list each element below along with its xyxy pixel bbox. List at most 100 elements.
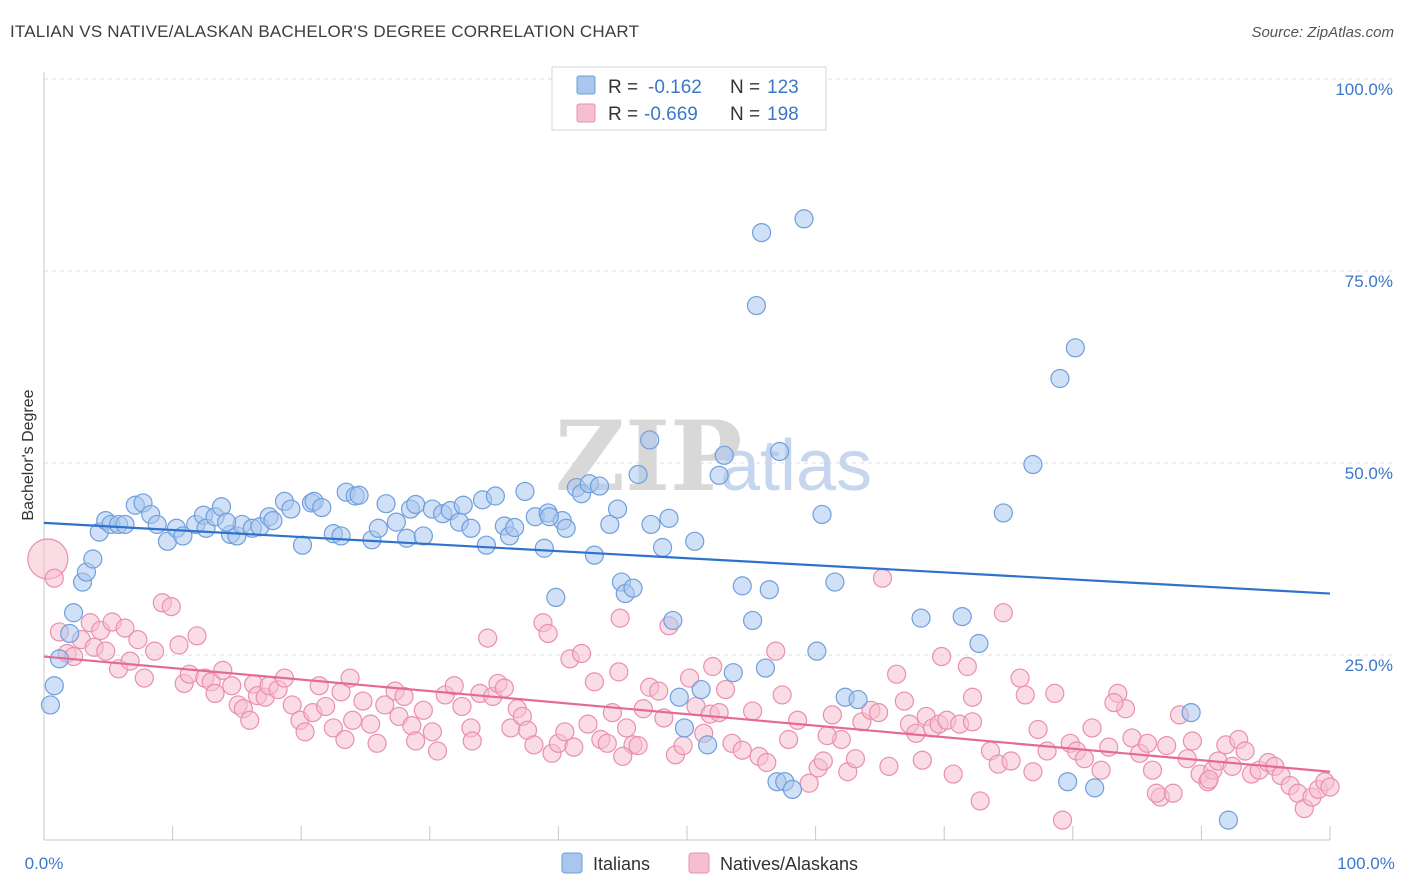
natives-point — [309, 676, 329, 696]
natives-point — [993, 603, 1013, 623]
correlation-legend: R = -0.162 N = 123 R = -0.669 N = 198 — [551, 66, 827, 131]
italians-point — [652, 537, 673, 558]
natives-point — [422, 722, 442, 742]
natives-point — [616, 718, 637, 738]
natives-point — [610, 608, 630, 628]
natives-point — [1082, 718, 1102, 738]
natives-point — [524, 735, 544, 755]
natives-point — [213, 660, 233, 680]
italians-point — [386, 512, 406, 532]
natives-point — [778, 729, 799, 750]
italians-point — [534, 538, 554, 558]
natives-point — [538, 623, 558, 644]
italians-point — [697, 735, 718, 755]
natives-point — [709, 702, 729, 723]
italians-point — [83, 549, 103, 569]
italians-point — [669, 687, 689, 707]
natives-point — [1320, 777, 1340, 797]
natives-point — [1037, 741, 1057, 761]
natives-point — [578, 714, 598, 734]
natives-trend-line — [43, 655, 1331, 773]
italians-point — [539, 507, 559, 527]
natives-point — [1222, 756, 1242, 776]
natives-point — [772, 685, 792, 705]
italians-point — [911, 608, 931, 628]
italians-point — [755, 658, 776, 678]
natives-point — [845, 749, 866, 769]
natives-point — [1146, 783, 1166, 803]
natives-point — [205, 683, 225, 704]
italians-point — [281, 499, 301, 519]
natives-point — [869, 702, 889, 723]
x-tick-label-max: 100.0% — [1337, 854, 1395, 873]
natives-point — [742, 701, 763, 721]
natives-point — [462, 731, 482, 751]
italians-point — [640, 430, 660, 450]
natives-point — [44, 568, 64, 588]
italians-point — [589, 476, 610, 496]
natives-point — [1235, 741, 1255, 761]
italians-point — [40, 695, 61, 715]
italians-point — [1050, 368, 1070, 389]
natives-point — [1010, 668, 1030, 688]
natives-point — [452, 696, 472, 717]
x-ticks — [43, 826, 1331, 840]
bottom-legend-swatch-natives — [688, 852, 710, 874]
natives-point — [887, 664, 907, 684]
natives-point — [427, 741, 448, 761]
watermark: ZIP atlas — [555, 400, 872, 513]
natives-point — [787, 710, 808, 730]
natives-point — [822, 705, 842, 725]
natives-point — [413, 700, 433, 720]
legend-n-label-natives: N = — [730, 104, 760, 125]
italians-point — [969, 633, 989, 654]
series-legend: Italians Natives/Alaskans — [561, 852, 858, 874]
italians-point — [368, 518, 388, 538]
italians-point — [794, 209, 814, 229]
italians-point — [993, 503, 1013, 523]
natives-point — [584, 672, 605, 692]
natives-point — [813, 751, 833, 771]
italians-point — [723, 663, 743, 683]
italians-point — [759, 580, 779, 600]
legend-box — [551, 66, 827, 131]
italians-trend-line — [43, 521, 1331, 595]
italians-point — [812, 504, 832, 525]
italians-point — [556, 518, 576, 538]
italians-point — [746, 295, 767, 316]
italians-point — [663, 610, 683, 631]
natives-point — [161, 597, 181, 617]
natives-point — [120, 651, 140, 671]
natives-point — [367, 733, 387, 753]
natives-point — [115, 618, 135, 638]
legend-r-label-natives: R = — [608, 104, 638, 125]
italians-point — [376, 494, 396, 514]
legend-r-value-italians: -0.162 — [648, 77, 702, 98]
natives-point — [394, 686, 414, 707]
legend-swatch-natives — [576, 103, 596, 123]
natives-point — [766, 641, 786, 661]
italians-point — [641, 514, 661, 535]
natives-point — [1074, 749, 1094, 769]
italians-point — [607, 499, 628, 519]
natives-point — [444, 676, 464, 696]
italians-point — [714, 445, 734, 465]
italians-point — [623, 578, 643, 598]
natives-point — [335, 729, 355, 750]
natives-point — [1157, 736, 1177, 756]
italians-point — [515, 481, 535, 502]
italians-point — [751, 223, 772, 243]
bottom-legend-swatch-italians — [561, 852, 583, 874]
natives-point — [1015, 685, 1035, 705]
italians-point — [584, 545, 605, 565]
natives-point — [1023, 762, 1043, 782]
natives-point — [96, 641, 116, 661]
natives-point — [222, 676, 242, 696]
natives-point — [962, 687, 983, 707]
italians-point — [546, 587, 566, 608]
bottom-legend-italians: Italians — [593, 854, 650, 874]
natives-point — [282, 695, 302, 715]
italians-point — [476, 535, 496, 555]
natives-point — [128, 630, 148, 650]
